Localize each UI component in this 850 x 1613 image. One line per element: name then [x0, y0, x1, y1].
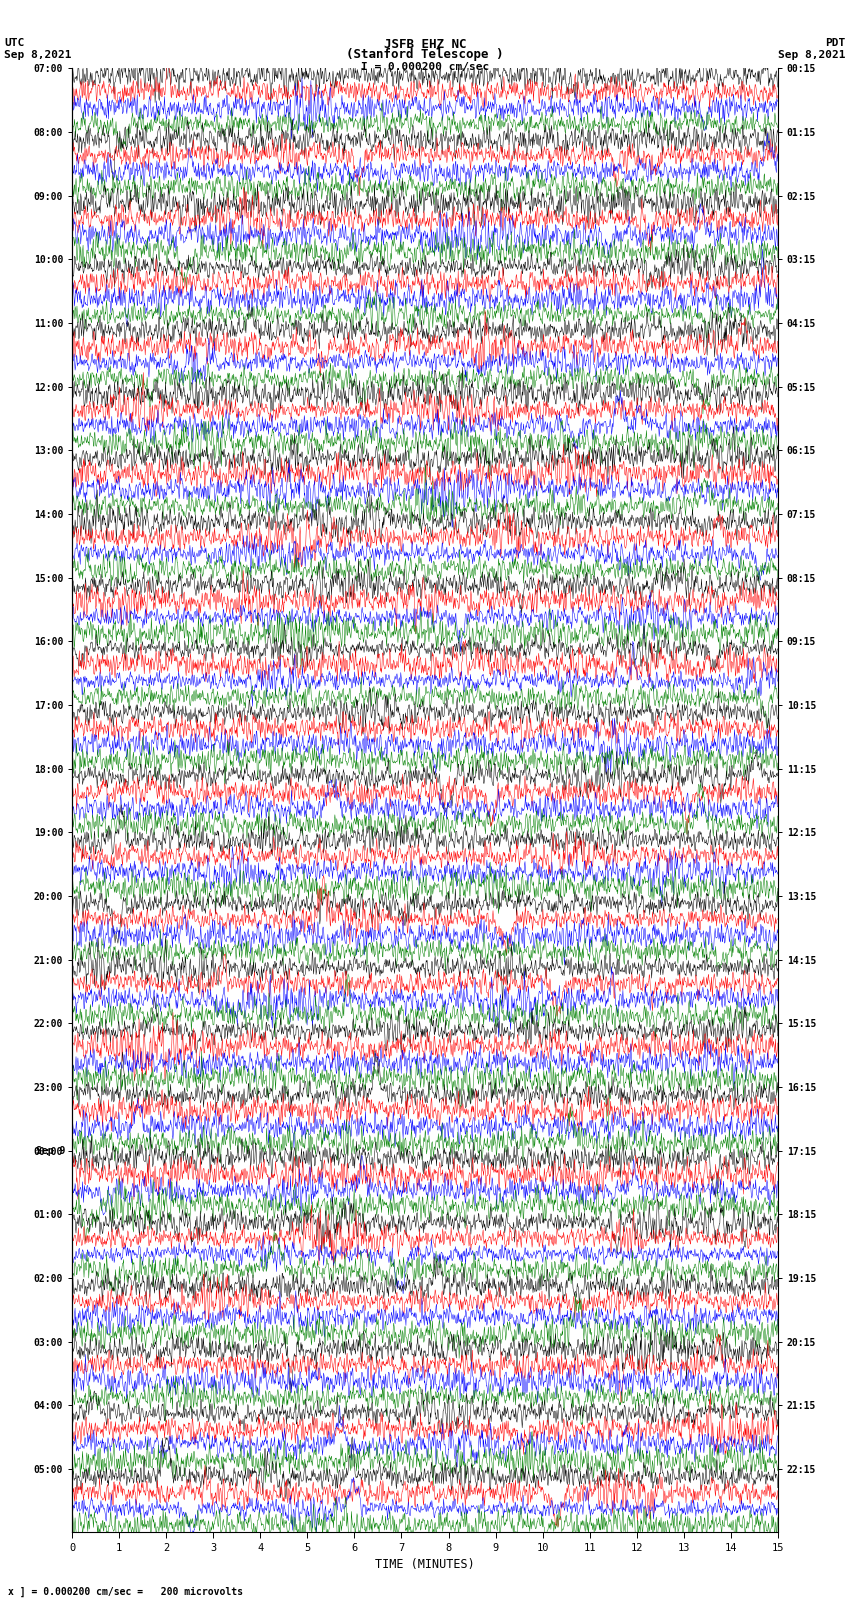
Text: JSFB EHZ NC: JSFB EHZ NC — [383, 37, 467, 50]
X-axis label: TIME (MINUTES): TIME (MINUTES) — [375, 1558, 475, 1571]
Text: Sep 8,2021: Sep 8,2021 — [4, 50, 71, 60]
Text: PDT: PDT — [825, 37, 846, 47]
Text: UTC: UTC — [4, 37, 25, 47]
Text: (Stanford Telescope ): (Stanford Telescope ) — [346, 48, 504, 61]
Text: I = 0.000200 cm/sec: I = 0.000200 cm/sec — [361, 61, 489, 71]
Text: x ] = 0.000200 cm/sec =   200 microvolts: x ] = 0.000200 cm/sec = 200 microvolts — [8, 1587, 243, 1597]
Text: Sep 8,2021: Sep 8,2021 — [779, 50, 846, 60]
Text: Sep 9: Sep 9 — [36, 1145, 65, 1157]
